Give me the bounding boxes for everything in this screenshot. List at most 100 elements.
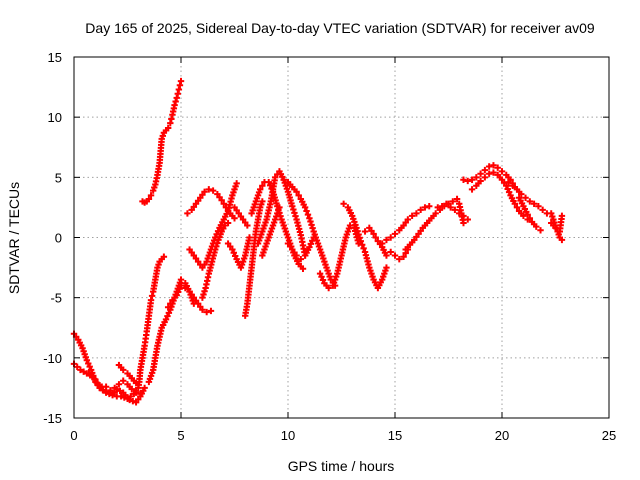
data-point [229,246,236,253]
data-point [107,387,114,394]
data-point [443,200,450,208]
data-point [426,203,433,210]
data-point [77,366,84,374]
data-point [224,219,232,227]
data-point [174,288,182,296]
data-point [164,304,172,311]
data-point [526,198,534,205]
x-tick-label: 5 [177,428,184,443]
y-axis-label: SDTVAR / TECUs [6,182,22,294]
data-point [128,385,135,393]
data-point [460,176,467,183]
data-point [184,210,191,217]
data-point [145,195,153,203]
data-point [306,215,313,222]
data-point [481,166,489,174]
data-point [129,397,137,405]
data-point [438,203,446,210]
data-point [137,390,144,398]
data-point [203,308,210,316]
data-point [453,195,461,203]
data-point [383,236,390,244]
data-point [301,204,309,211]
data-point [231,215,238,222]
data-point [558,236,566,244]
data-point [297,255,305,263]
data-point [117,393,125,400]
data-point [148,292,156,300]
data-point [299,265,307,272]
data-point [372,234,379,241]
data-point [116,387,124,395]
data-point [356,234,363,242]
data-point [404,216,412,223]
data-point [505,188,513,196]
data-point [132,379,140,387]
data-point [383,252,390,259]
data-point [115,381,123,388]
data-point [511,200,519,208]
data-point [127,393,134,400]
data-point [175,86,183,93]
data-point [259,198,266,205]
data-point [244,222,251,229]
data-point [80,368,87,375]
data-point [201,188,208,195]
data-point [176,285,183,293]
data-point [481,174,489,181]
data-point [160,253,168,260]
data-point [513,204,521,211]
y-tick-label: 10 [48,110,62,125]
x-axis-label: GPS time / hours [288,458,395,474]
x-tick-label: 15 [388,428,402,443]
data-point [85,370,93,377]
data-point [232,252,239,260]
data-point [310,234,317,241]
data-point [291,209,298,217]
data-point [265,178,272,186]
data-point [177,77,185,85]
data-point [102,389,110,396]
data-point [201,288,208,295]
data-point [176,82,184,89]
data-point [177,282,185,289]
y-tick-label: 0 [55,231,62,246]
data-point [460,219,467,227]
data-point [280,176,287,183]
data-point [246,234,253,241]
data-point [490,169,497,176]
data-point [102,383,110,390]
data-point [509,182,516,189]
data-point [164,124,172,132]
data-point [432,210,439,217]
data-point [293,252,300,259]
data-point [490,162,497,169]
data-point [120,377,127,384]
data-point [167,119,174,127]
y-tick-label: -10 [43,351,62,366]
data-point [354,227,361,235]
data-point [355,231,362,238]
x-tick-label: 10 [281,428,295,443]
data-point [307,240,315,248]
data-point [533,223,540,230]
data-point [308,221,315,229]
data-point [358,241,366,248]
data-point [233,180,240,187]
data-point [434,204,441,211]
data-point [174,90,181,97]
data-point [473,174,480,181]
data-point [340,200,347,208]
data-point [213,243,220,250]
data-point [292,212,299,220]
data-point [99,387,107,394]
data-point [503,182,510,189]
x-tick-label: 0 [70,428,77,443]
data-point [171,101,178,109]
data-point [120,366,127,374]
data-point [526,215,534,222]
data-point [316,270,324,277]
data-point [168,115,175,123]
data-point [361,228,369,235]
data-point [468,176,476,183]
